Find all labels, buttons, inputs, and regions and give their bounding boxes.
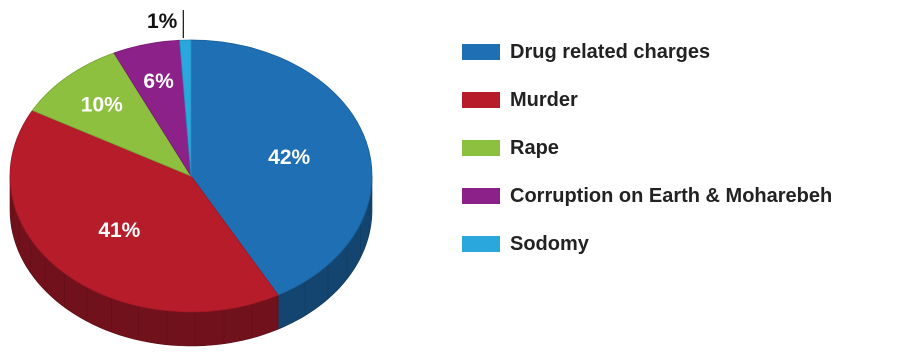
legend-label-corruption-on-earth: Corruption on Earth & Moharebeh xyxy=(510,184,833,207)
legend-swatch-corruption-on-earth xyxy=(462,188,500,204)
data-label-rape: 10% xyxy=(81,94,123,117)
legend-swatch-drug-related-charges xyxy=(462,44,500,60)
data-label-drug-related-charges: 42% xyxy=(268,146,310,169)
data-label-corruption-on-earth-and-moharebeh: 6% xyxy=(143,70,174,93)
pie-side-walls xyxy=(9,175,373,347)
pie-slices xyxy=(9,39,373,313)
pie-slice-rape xyxy=(31,52,193,177)
legend-swatch-rape xyxy=(462,140,500,156)
legend-label-rape: Rape xyxy=(510,136,559,159)
legend-label-drug-related-charges: Drug related charges xyxy=(510,40,711,63)
pie-chart-canvas: 42% 41% 10% 6% 1% xyxy=(9,10,373,347)
pie-slice-sodomy xyxy=(179,39,192,177)
pie-slice-drug-related-charges xyxy=(190,39,373,296)
legend: Drug related charges Murder Rape Corrupt… xyxy=(462,40,832,280)
legend-item-drug-related-charges: Drug related charges xyxy=(462,40,832,64)
legend-swatch-sodomy xyxy=(462,236,500,252)
legend-label-murder: Murder xyxy=(510,88,578,111)
legend-label-sodomy: Sodomy xyxy=(510,232,589,255)
pie-data-labels: 42% 41% 10% 6% 1% xyxy=(81,10,311,242)
legend-swatch-murder xyxy=(462,92,500,108)
legend-item-rape: Rape xyxy=(462,136,832,160)
legend-item-sodomy: Sodomy xyxy=(462,232,832,256)
legend-item-murder: Murder xyxy=(462,88,832,112)
pie-slice-murder xyxy=(9,109,279,313)
data-label-murder: 41% xyxy=(98,219,140,242)
legend-item-corruption-on-earth: Corruption on Earth & Moharebeh xyxy=(462,184,832,208)
data-label-sodomy: 1% xyxy=(147,10,178,33)
